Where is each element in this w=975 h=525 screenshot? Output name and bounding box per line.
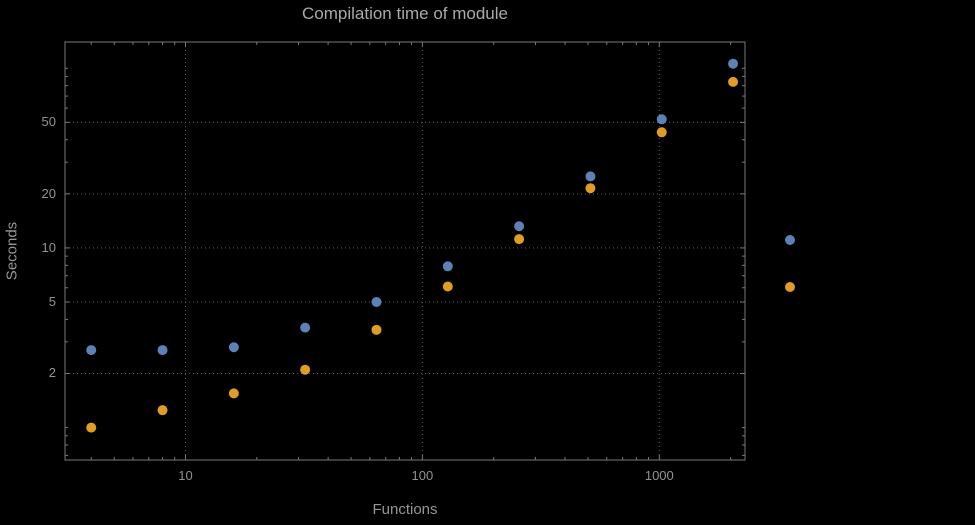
data-point-blue <box>228 342 239 353</box>
data-point-orange <box>228 388 239 399</box>
plot-frame <box>64 41 746 461</box>
y-axis-label: Seconds <box>3 221 21 281</box>
x-tick-label: 1000 <box>644 468 674 483</box>
y-tick-label: 10 <box>41 239 56 255</box>
y-tick-label: 50 <box>41 114 56 130</box>
data-point-orange <box>371 324 382 335</box>
data-point-blue <box>442 261 453 272</box>
data-point-blue <box>656 114 667 125</box>
data-point-orange <box>300 364 311 375</box>
data-point-blue <box>86 345 97 356</box>
legend-marker-orange <box>785 282 795 292</box>
chart-title: Compilation time of module <box>302 4 508 23</box>
data-point-blue <box>585 171 596 182</box>
data-point-blue <box>157 345 168 356</box>
data-point-blue <box>371 297 382 308</box>
data-point-orange <box>86 422 97 433</box>
data-point-orange <box>585 183 596 194</box>
data-point-blue <box>514 221 525 232</box>
data-point-orange <box>157 405 168 416</box>
x-axis-label: Functions <box>372 501 438 518</box>
x-tick-label: 10 <box>178 468 193 483</box>
y-tick-label: 5 <box>48 294 56 309</box>
y-tick-label: 2 <box>48 365 56 381</box>
data-point-blue <box>728 58 739 69</box>
data-point-orange <box>514 234 525 245</box>
legend-marker-blue <box>785 235 795 245</box>
data-point-orange <box>728 76 739 87</box>
data-point-orange <box>442 281 453 292</box>
data-point-blue <box>300 322 311 333</box>
data-point-orange <box>656 127 667 138</box>
y-tick-label: 20 <box>41 185 56 201</box>
x-tick-label: 100 <box>411 468 434 483</box>
